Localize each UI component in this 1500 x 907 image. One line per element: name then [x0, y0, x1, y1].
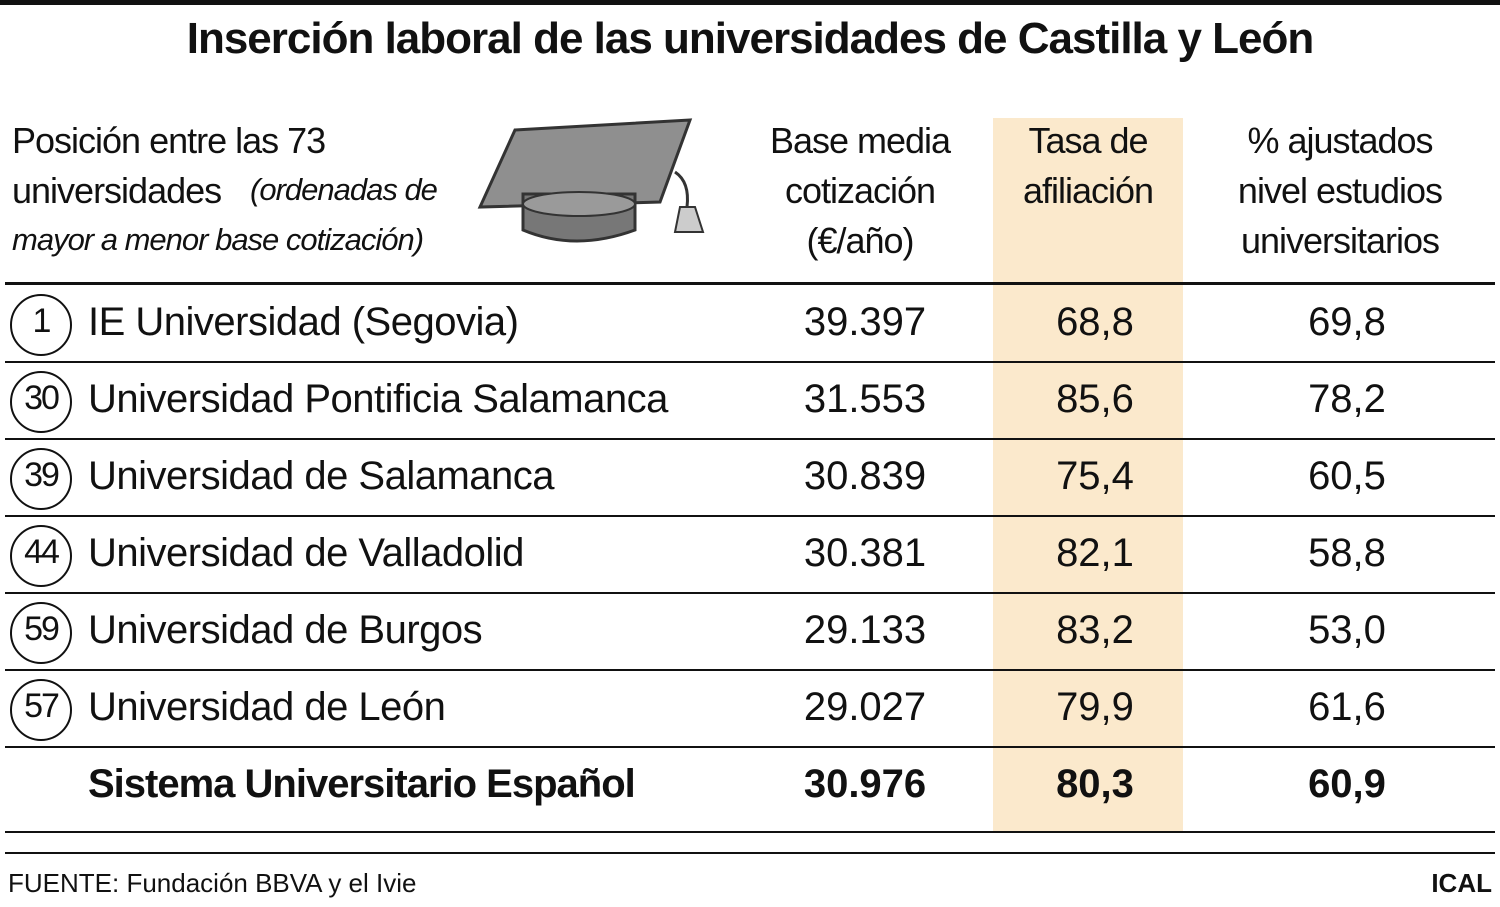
- title: Inserción laboral de las universidades d…: [186, 14, 1315, 63]
- row-separator: [5, 515, 1495, 517]
- footer-rule: [5, 852, 1495, 854]
- rank: 39: [24, 456, 60, 494]
- cell-value: 78,2: [1308, 377, 1386, 421]
- rank: 59: [24, 610, 60, 648]
- row-separator: [5, 669, 1495, 671]
- row-separator: [5, 592, 1495, 594]
- total-name: Sistema Universitario Español: [88, 762, 636, 806]
- cell-value: 79,9: [1056, 685, 1134, 729]
- cell-value: 82,1: [1056, 531, 1134, 575]
- credit: ICAL: [1431, 868, 1492, 898]
- total-value: 80,3: [1056, 762, 1134, 806]
- cell-value: 68,8: [1056, 300, 1134, 344]
- university-name: Universidad de Burgos: [88, 608, 483, 652]
- column-header: nivel estudios: [1237, 170, 1443, 211]
- table-bottom-rule: [5, 831, 1495, 833]
- rank: 44: [24, 533, 60, 571]
- graduation-cap: [477, 118, 705, 243]
- rank-circle: [10, 371, 72, 433]
- row-separator: [5, 746, 1495, 748]
- column-header: afiliación: [1022, 170, 1154, 211]
- cell-value: 61,6: [1308, 685, 1386, 729]
- column-header: cotización: [784, 170, 936, 211]
- total-value: 60,9: [1308, 762, 1386, 806]
- top-bar: [0, 0, 1500, 5]
- column-header: Tasa de: [1028, 120, 1148, 161]
- rank-circle: [10, 602, 72, 664]
- row-separator: [5, 361, 1495, 363]
- total-value: 30.976: [803, 762, 927, 806]
- column-header: Base media: [769, 120, 951, 161]
- position-note: (ordenadas de: [250, 172, 438, 207]
- cell-value: 30.839: [803, 454, 927, 498]
- university-name: IE Universidad (Segovia): [88, 300, 519, 344]
- cell-value: 31.553: [803, 377, 927, 421]
- rank: 30: [24, 379, 60, 417]
- cell-value: 83,2: [1056, 608, 1134, 652]
- column-header: (€/año): [806, 220, 914, 261]
- university-name: Universidad de León: [88, 685, 446, 729]
- column-header: universitarios: [1240, 220, 1440, 261]
- cell-value: 29.027: [803, 685, 927, 729]
- row-separator: [5, 438, 1495, 440]
- rank: 1: [32, 302, 52, 340]
- cell-value: 75,4: [1056, 454, 1134, 498]
- university-name: Universidad de Valladolid: [88, 531, 524, 575]
- cell-value: 60,5: [1308, 454, 1386, 498]
- university-name: Universidad de Salamanca: [88, 454, 555, 498]
- rank: 57: [24, 687, 60, 725]
- cell-value: 85,6: [1056, 377, 1134, 421]
- cell-value: 58,8: [1308, 531, 1386, 575]
- highlight-column: [993, 118, 1183, 832]
- cell-value: 53,0: [1308, 608, 1386, 652]
- cell-value: 29.133: [803, 608, 927, 652]
- header-rule: [5, 282, 1495, 285]
- column-header: % ajustados: [1247, 120, 1433, 161]
- rank-circle: [10, 294, 72, 356]
- rank-circle: [10, 525, 72, 587]
- university-name: Universidad Pontificia Salamanca: [88, 377, 668, 421]
- source: FUENTE: Fundación BBVA y el Ivie: [8, 868, 417, 898]
- position-header: Posición entre las 73: [12, 120, 326, 161]
- cell-value: 39.397: [803, 300, 927, 344]
- rank-circle: [10, 448, 72, 510]
- cell-value: 69,8: [1308, 300, 1386, 344]
- position-header: universidades: [12, 170, 222, 211]
- cell-value: 30.381: [803, 531, 927, 575]
- rank-circle: [10, 679, 72, 741]
- position-note: mayor a menor base cotización): [12, 222, 424, 257]
